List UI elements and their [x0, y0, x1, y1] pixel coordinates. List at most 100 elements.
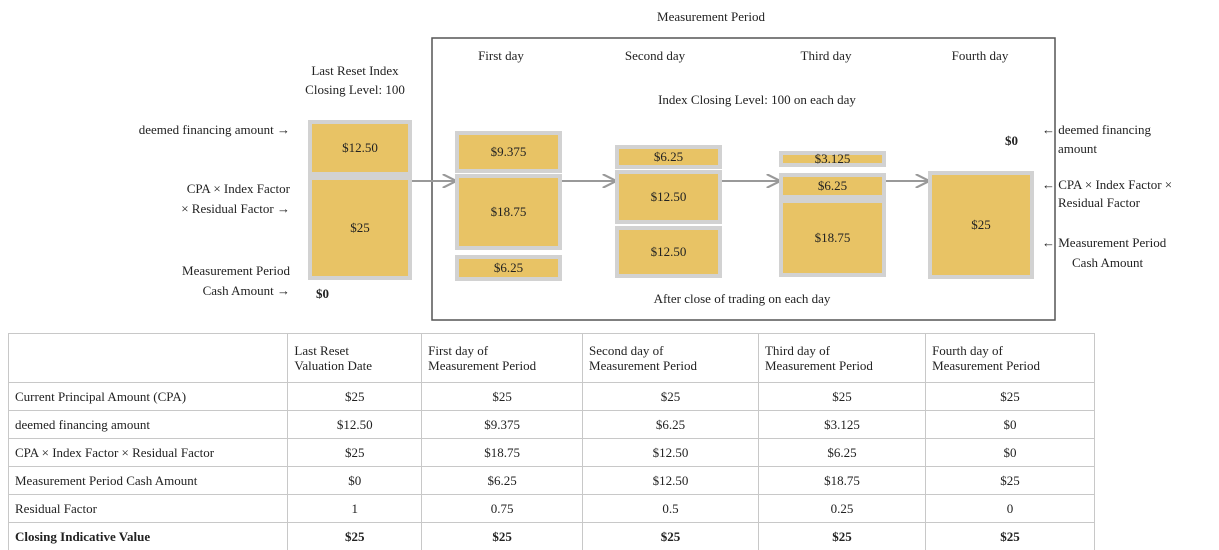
left-label: CPA × Index Factor — [187, 181, 291, 196]
table-row: Measurement Period Cash Amount $0 $6.25 $12… — [7, 466, 1095, 495]
table-cell: $25 — [287, 382, 423, 411]
day-header: Fourth day — [952, 48, 1009, 63]
left-label: Measurement Period — [182, 263, 290, 278]
header-line: Third day of — [764, 343, 830, 358]
value-box — [308, 120, 412, 176]
table-row: Current Principal Amount (CPA) $25 $25 $25 $… — [7, 382, 1095, 411]
box-label: $12.50 — [651, 189, 687, 204]
table-cell: $6.25 — [582, 410, 759, 439]
value-box — [779, 199, 886, 277]
header-cell: Fourth day of Measurement Period — [925, 333, 1095, 383]
left-label: Cash Amount → — [203, 283, 290, 298]
header-line: Measurement Period — [764, 358, 873, 373]
table-row: CPA × Index Factor × Residual Factor $25 $… — [7, 438, 1095, 467]
header-cell: Second day of Measurement Period — [582, 333, 759, 383]
day-header: Second day — [625, 48, 686, 63]
table-cell: CPA × Index Factor × Residual Factor — [7, 438, 289, 467]
box-label: $12.50 — [342, 140, 378, 155]
header-line: Fourth day of — [932, 343, 1003, 358]
value-box — [615, 226, 722, 278]
table-cell: $18.75 — [757, 466, 927, 495]
box-label: $6.25 — [494, 260, 523, 275]
index-note: Index Closing Level: 100 on each day — [658, 92, 856, 107]
table-cell: Measurement Period Cash Amount — [7, 466, 289, 495]
table-cell: $25 — [582, 522, 759, 550]
header-line: Measurement Period — [589, 358, 697, 373]
header-cell — [7, 333, 289, 383]
table-row: deemed financing amount $12.50 $9.375 $6.25… — [7, 410, 1095, 439]
left-label: deemed financing amount → — [139, 122, 290, 137]
box-label: $6.25 — [818, 178, 847, 193]
table-cell: $25 — [287, 438, 423, 467]
header-line: Measurement Period — [932, 358, 1041, 373]
table-row: Residual Factor 1 0.75 0.5 0.25 0 — [7, 494, 1095, 523]
value-box — [615, 170, 722, 224]
table-cell: $0 — [925, 438, 1095, 467]
table-cell: Closing Indicative Value — [7, 522, 289, 550]
table-cell: $25 — [287, 522, 423, 550]
right-label: ← deemed financing — [1042, 122, 1152, 137]
table-cell: $0 — [925, 410, 1095, 439]
table-cell: $25 — [925, 466, 1095, 495]
header-line: First day of — [428, 343, 489, 358]
value-box — [779, 151, 886, 167]
table-cell: $6.25 — [757, 438, 927, 467]
summary-table: Last Reset Valuation Date First day of Meas… — [7, 333, 1095, 550]
header-row: Last Reset Valuation Date First day of Meas… — [7, 333, 1095, 383]
header-line: Last Reset — [294, 343, 349, 358]
period-frame — [431, 37, 1056, 321]
table-cell: 0.75 — [421, 494, 584, 523]
diagram: Measurement Period Index Closing Level: … — [139, 9, 1172, 321]
period-title: Measurement Period — [657, 9, 765, 24]
value-box — [455, 131, 562, 173]
last-reset: Last Reset Index — [311, 63, 399, 78]
last-reset: Closing Level: 100 — [305, 82, 405, 97]
left-value: $0 — [316, 286, 329, 301]
header-line: Valuation Date — [294, 358, 373, 373]
table-cell: deemed financing amount — [7, 410, 289, 439]
box-label: $25 — [971, 217, 991, 232]
table-cell: 0.5 — [582, 494, 759, 523]
table-cell: $25 — [757, 522, 927, 550]
table-cell: $3.125 — [757, 410, 927, 439]
left-label: × Residual Factor → — [181, 201, 290, 216]
day-header: First day — [478, 48, 524, 63]
table-cell: $25 — [925, 382, 1095, 411]
table-cell: $18.75 — [421, 438, 584, 467]
table-cell: 0 — [925, 494, 1095, 523]
table-row: Closing Indicative Value $25 $25 $25 $25 $25 — [7, 522, 1095, 550]
box-label: $18.75 — [815, 230, 851, 245]
right-label: Residual Factor — [1058, 195, 1141, 210]
right-value: $0 — [1005, 133, 1018, 148]
value-box — [455, 174, 562, 250]
box-label: $6.25 — [654, 149, 683, 164]
header-line: Second day of — [589, 343, 664, 358]
table-cell: $12.50 — [287, 410, 423, 439]
table-cell: $9.375 — [421, 410, 584, 439]
value-box — [928, 171, 1034, 279]
box-label: $9.375 — [491, 144, 527, 159]
right-label: ← Measurement Period — [1042, 235, 1167, 250]
table-cell: $25 — [757, 382, 927, 411]
right-label: Cash Amount — [1072, 255, 1144, 270]
table-cell: $25 — [421, 522, 584, 550]
right-label: ← CPA × Index Factor × — [1042, 177, 1172, 192]
table-cell: $25 — [925, 522, 1095, 550]
header-cell: Last Reset Valuation Date — [287, 333, 423, 383]
table-cell: Residual Factor — [7, 494, 289, 523]
table-cell: $6.25 — [421, 466, 584, 495]
right-label: amount — [1058, 141, 1097, 156]
table-cell: 1 — [287, 494, 423, 523]
box-label: $3.125 — [815, 151, 851, 166]
header-cell: First day of Measurement Period — [421, 333, 584, 383]
table-cell: $25 — [582, 382, 759, 411]
close-note: After close of trading on each day — [654, 291, 831, 306]
table-cell: $12.50 — [582, 438, 759, 467]
value-box — [615, 145, 722, 169]
table-cell: Current Principal Amount (CPA) — [7, 382, 289, 411]
value-box — [779, 173, 886, 199]
day-header: Third day — [801, 48, 852, 63]
table-cell: $25 — [421, 382, 584, 411]
header-cell: Third day of Measurement Period — [757, 333, 927, 383]
